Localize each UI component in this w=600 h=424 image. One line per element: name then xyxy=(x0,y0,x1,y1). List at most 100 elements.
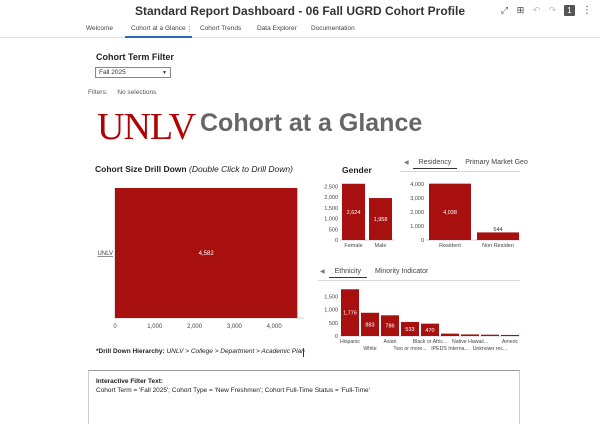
interactive-filter-title: Interactive Filter Text: xyxy=(96,378,164,385)
residency-tabs: ◀ Residency Primary Market Geo xyxy=(402,159,534,169)
residency-chart[interactable]: 0 1,000 2,000 3,000 4,000 4,038 Resident 544 Non… xyxy=(400,178,520,256)
cohort-size-chart[interactable]: 4,582 UNLV 0 1,000 2,000 3,000 4,000 xyxy=(90,182,310,338)
tick-label: 4,000 xyxy=(267,324,283,330)
expand-icon[interactable]: ⤢ xyxy=(500,5,509,15)
tick-label: 0 xyxy=(113,324,117,330)
tab-cohort-at-a-glance[interactable]: Cohort at a Glance xyxy=(125,23,192,38)
tick-label: 0 xyxy=(421,238,424,244)
interactive-filter-text: Cohort Term = 'Fall 2025'; Cohort Type =… xyxy=(96,387,370,394)
bar xyxy=(501,334,519,336)
redo-icon[interactable]: ↷ xyxy=(548,5,557,15)
category-label: Black or Afric... xyxy=(413,339,448,345)
bar xyxy=(341,289,359,336)
category-label: White xyxy=(363,346,376,352)
drilldown-hierarchy-note: *Drill Down Hierarchy: UNLV > College > … xyxy=(96,348,306,364)
tick-label: 2,000 xyxy=(187,324,203,330)
data-label: 544 xyxy=(493,227,502,233)
tick-label: 4,000 xyxy=(410,182,424,188)
tick-label: 0 xyxy=(335,238,338,244)
category-label: IPEDS Interna... xyxy=(431,346,468,352)
tick-label: 1,000 xyxy=(324,217,338,223)
tab-welcome[interactable]: Welcome xyxy=(86,25,113,32)
present-icon[interactable]: ⊞ xyxy=(516,5,525,15)
bar xyxy=(369,198,392,240)
bar xyxy=(441,333,459,336)
ethnicity-chart[interactable]: 0 500 1,000 1,500 1,776 Hispanic 883 White 786 As… xyxy=(316,284,520,358)
data-label: 786 xyxy=(385,324,394,330)
residency-tabs-divider xyxy=(400,171,520,172)
category-label: Male xyxy=(375,243,387,249)
unlv-logo: UNLV xyxy=(97,106,196,148)
interactive-filter-panel: Interactive Filter Text: Cohort Term = '… xyxy=(88,370,520,424)
tick-label: 1,000 xyxy=(324,308,338,314)
tick-label: 1,500 xyxy=(324,206,338,212)
bar xyxy=(429,183,471,240)
chevron-left-icon[interactable]: ◀ xyxy=(404,160,409,166)
bar xyxy=(477,232,519,240)
ethnicity-tabs: ◀ Ethnicity Minority Indicator xyxy=(318,268,434,278)
page-heading: Cohort at a Glance xyxy=(200,109,423,137)
more-icon[interactable]: ⋮ xyxy=(582,5,592,16)
tab-residency[interactable]: Residency xyxy=(412,159,458,169)
category-label: Two or more... xyxy=(393,346,426,352)
filters-value: No selections xyxy=(117,89,157,96)
bar xyxy=(381,315,399,336)
report-title: Standard Report Dashboard - 06 Fall UGRD… xyxy=(134,4,466,18)
category-label: UNLV xyxy=(97,251,113,257)
cohort-term-select[interactable]: Fall 2025 ▼ xyxy=(95,67,171,78)
title-bar: Standard Report Dashboard - 06 Fall UGRD… xyxy=(0,0,600,22)
tick-label: 0 xyxy=(335,334,338,340)
bar xyxy=(421,323,439,336)
hierarchy-divider xyxy=(303,348,304,357)
tick-label: 1,500 xyxy=(324,295,338,301)
tab-documentation[interactable]: Documentation xyxy=(311,25,355,32)
tab-cohort-trends[interactable]: Cohort Trends xyxy=(200,25,242,32)
tick-label: 1,000 xyxy=(410,224,424,230)
drilldown-title-italic: (Double Click to Drill Down) xyxy=(189,164,293,174)
hierarchy-value: UNLV > College > Department > Academic P… xyxy=(166,348,305,355)
tab-ethnicity[interactable]: Ethnicity xyxy=(328,268,368,278)
cohort-term-filter-label: Cohort Term Filter xyxy=(96,52,174,62)
category-label: Unknown rec... xyxy=(473,346,508,352)
tick-label: 1,000 xyxy=(147,324,163,330)
ethnicity-tabs-divider xyxy=(318,280,520,281)
filters-label: Filters: xyxy=(88,89,108,96)
chevron-left-icon[interactable]: ◀ xyxy=(320,269,325,275)
tick-label: 2,500 xyxy=(324,184,338,190)
data-label: 1,958 xyxy=(374,217,388,223)
tick-label: 2,000 xyxy=(324,195,338,201)
tab-minority-indicator[interactable]: Minority Indicator xyxy=(375,268,429,275)
category-label: Native Hawaii... xyxy=(452,339,488,345)
drilldown-title: Cohort Size Drill Down (Double Click to … xyxy=(95,164,293,174)
report-canvas: Cohort Term Filter Fall 2025 ▼ Filters: … xyxy=(0,38,600,424)
chevron-down-icon: ▼ xyxy=(162,70,167,76)
tick-label: 2,000 xyxy=(410,210,424,216)
data-label: 4,038 xyxy=(443,210,457,216)
tick-label: 500 xyxy=(329,227,338,233)
gender-title: Gender xyxy=(342,165,372,175)
data-label: 1,776 xyxy=(343,311,357,317)
data-label: 470 xyxy=(425,328,434,334)
bar xyxy=(342,183,365,240)
tab-menu-icon[interactable]: ⋮ xyxy=(186,26,193,33)
toolbar: ⤢ ⊞ ↶ ↷ 1 ⋮ xyxy=(500,5,592,16)
tick-label: 500 xyxy=(329,321,338,327)
tick-label: 3,000 xyxy=(227,324,243,330)
page-badge[interactable]: 1 xyxy=(564,5,575,16)
bar xyxy=(401,321,419,336)
category-label: Female xyxy=(344,243,362,249)
bar xyxy=(481,334,499,336)
tick-label: 3,000 xyxy=(410,196,424,202)
category-label: Hispanic xyxy=(340,339,360,345)
gender-chart[interactable]: 0 500 1,000 1,500 2,000 2,500 2,624 Female 1,958… xyxy=(316,178,396,256)
filters-summary: Filters: No selections xyxy=(88,89,156,96)
bar xyxy=(361,312,379,336)
bar xyxy=(461,334,479,336)
category-label: Americ xyxy=(502,339,519,345)
page-tabs: Welcome Cohort at a Glance ⋮ Cohort Tren… xyxy=(0,22,600,38)
category-label: Resident xyxy=(439,243,461,249)
drilldown-title-bold: Cohort Size Drill Down xyxy=(95,164,187,174)
tab-data-explorer[interactable]: Data Explorer xyxy=(257,25,297,32)
undo-icon[interactable]: ↶ xyxy=(532,5,541,15)
tab-primary-market-geo[interactable]: Primary Market Geo xyxy=(465,159,528,166)
